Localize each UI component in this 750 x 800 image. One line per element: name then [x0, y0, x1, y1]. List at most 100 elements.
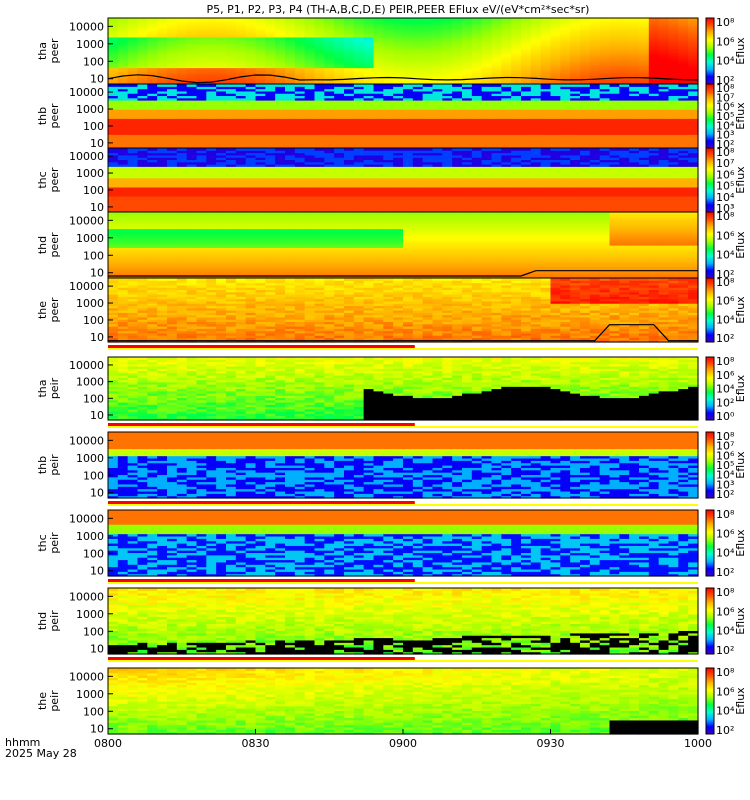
heatmap-cell: [275, 145, 286, 149]
heatmap-cell: [265, 161, 276, 165]
heatmap-cell: [658, 134, 670, 138]
heatmap-cell: [521, 173, 532, 177]
heatmap-cell: [452, 29, 463, 33]
heatmap-cell: [196, 180, 207, 183]
heatmap-cell: [235, 138, 247, 142]
heatmap-cell: [167, 132, 178, 135]
heatmap-cell: [570, 141, 581, 145]
heatmap-cell: [353, 127, 365, 131]
heatmap-cell: [580, 29, 591, 33]
heatmap-cell: [560, 39, 571, 43]
heatmap-cell: [363, 65, 375, 69]
heatmap-cell: [668, 36, 679, 40]
heatmap-cell: [511, 196, 522, 199]
heatmap-cell: [157, 22, 168, 26]
heatmap-cell: [491, 145, 502, 149]
heatmap-cell: [334, 164, 345, 167]
heatmap-cell: [334, 32, 345, 36]
heatmap-cell: [570, 198, 581, 202]
heatmap-cell: [599, 93, 611, 97]
heatmap-cell: [353, 205, 365, 209]
heatmap-cell: [285, 189, 296, 193]
heatmap-cell: [471, 95, 483, 99]
heatmap-cell: [422, 157, 434, 161]
heatmap-cell: [265, 152, 276, 156]
heatmap-cell: [658, 116, 670, 119]
heatmap-cell: [639, 175, 650, 179]
heatmap-cell: [275, 189, 286, 193]
heatmap-cell: [108, 173, 119, 177]
heatmap-cell: [255, 129, 266, 133]
heatmap-cell: [550, 51, 561, 54]
heatmap-cell: [108, 27, 119, 31]
heatmap-cell: [255, 202, 266, 206]
heatmap-cell: [462, 134, 473, 138]
heatmap-cell: [127, 191, 139, 195]
heatmap-cell: [294, 148, 306, 151]
heatmap-cell: [196, 186, 207, 190]
heatmap-cell: [314, 125, 325, 129]
heatmap-cell: [216, 25, 227, 29]
heatmap-cell: [137, 132, 148, 135]
heatmap-cell: [206, 193, 217, 197]
heatmap-cell: [521, 116, 532, 119]
heatmap-cell: [235, 168, 247, 172]
heatmap-cell: [481, 88, 493, 92]
heatmap-cell: [639, 74, 650, 78]
heatmap-cell: [324, 67, 335, 71]
heatmap-cell: [176, 84, 188, 87]
heatmap-cell: [334, 157, 345, 161]
heatmap-cell: [422, 189, 434, 193]
heatmap-cell: [412, 102, 424, 106]
heatmap-cell: [294, 72, 306, 76]
heatmap-cell: [383, 200, 394, 204]
heatmap-cell: [265, 166, 276, 170]
heatmap-cell: [629, 122, 640, 126]
heatmap-cell: [658, 46, 670, 50]
heatmap-cell: [688, 109, 699, 113]
heatmap-cell: [462, 205, 473, 209]
heatmap-cell: [688, 72, 699, 76]
heatmap-cell: [639, 168, 650, 172]
heatmap-cell: [491, 141, 502, 145]
heatmap-cell: [668, 20, 679, 24]
heatmap-cell: [216, 95, 227, 99]
heatmap-cell: [619, 205, 630, 209]
heatmap-cell: [560, 189, 571, 193]
heatmap-cell: [570, 157, 581, 161]
heatmap-cell: [668, 129, 679, 133]
heatmap-cell: [560, 209, 571, 213]
heatmap-cell: [235, 29, 247, 33]
heatmap-cell: [334, 116, 345, 119]
heatmap-cell: [137, 84, 148, 87]
heatmap-cell: [481, 134, 493, 138]
heatmap-cell: [471, 62, 483, 66]
heatmap-cell: [157, 198, 168, 202]
heatmap-cell: [265, 22, 276, 26]
heatmap-cell: [108, 207, 119, 211]
heatmap-cell: [599, 198, 611, 202]
heatmap-cell: [678, 125, 689, 129]
heatmap-cell: [235, 48, 247, 52]
heatmap-cell: [540, 118, 552, 122]
colorbar-tick-label: 10⁴: [716, 55, 735, 68]
heatmap-cell: [609, 22, 620, 26]
heatmap-cell: [324, 129, 335, 133]
heatmap-cell: [255, 46, 266, 50]
heatmap-cell: [688, 32, 699, 36]
heatmap-cell: [245, 32, 257, 36]
heatmap-cell: [678, 55, 689, 59]
heatmap-cell: [285, 88, 296, 92]
heatmap-cell: [304, 67, 316, 71]
heatmap-cell: [481, 152, 493, 156]
heatmap-cell: [422, 55, 434, 59]
heatmap-cell: [393, 58, 404, 62]
heatmap-cell: [314, 143, 325, 147]
heatmap-cell: [235, 205, 247, 209]
heatmap-cell: [560, 200, 571, 204]
heatmap-cell: [639, 209, 650, 213]
heatmap-cell: [324, 207, 335, 211]
heatmap-cell: [304, 184, 316, 188]
heatmap-cell: [481, 43, 493, 47]
heatmap-cell: [304, 102, 316, 106]
